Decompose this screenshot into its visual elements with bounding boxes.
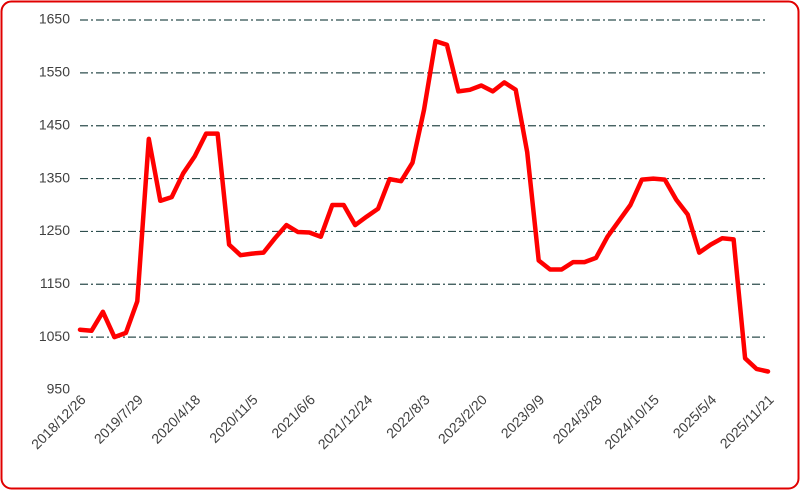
y-tick-label: 950 [47,381,71,397]
y-tick-label: 1350 [39,169,70,185]
y-tick-label: 1550 [39,64,70,80]
y-tick-label: 1450 [39,116,70,132]
y-tick-label: 1050 [39,328,70,344]
line-series [77,38,771,374]
y-tick-label: 1250 [39,222,70,238]
y-tick-label: 1650 [39,11,70,27]
y-tick-label: 1150 [40,275,70,291]
